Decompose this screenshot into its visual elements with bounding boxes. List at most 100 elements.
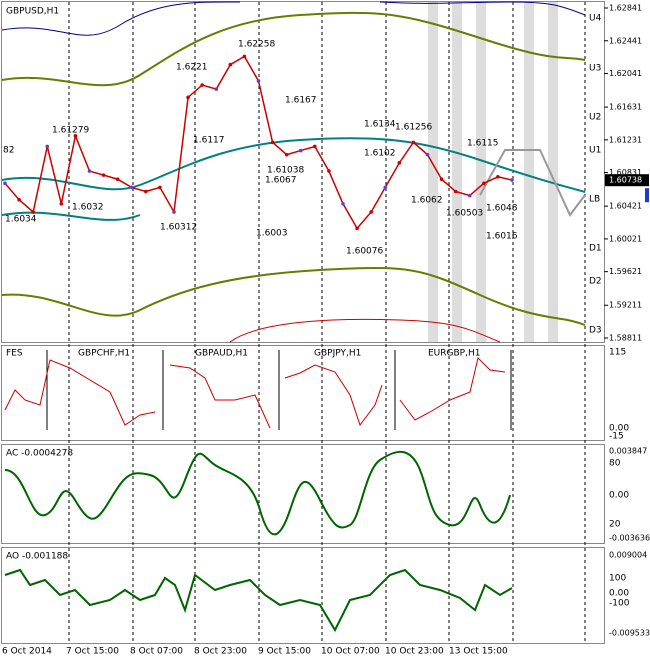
- annotation: 1.6003: [256, 229, 288, 239]
- main-pane: 1.62841 1.62441 1.62041 1.61631 1.61231 1.608…: [3, 4, 649, 343]
- price-point: [298, 148, 303, 153]
- annotation: 1.6016: [486, 232, 518, 242]
- frames: [1, 1, 605, 644]
- annotation: 1.6102: [364, 149, 396, 159]
- annotation: 1.6048: [486, 204, 518, 214]
- annotation: 1.6115: [467, 139, 499, 149]
- level-label: D2: [589, 277, 602, 287]
- price-point: [186, 95, 190, 100]
- time-label: 7 Oct 15:00: [66, 647, 119, 657]
- price-label: 1.62441: [609, 36, 642, 45]
- scale-label: 0.009004: [609, 551, 647, 560]
- projection: [479, 149, 586, 217]
- time-axis: 6 Oct 2014 7 Oct 15:00 8 Oct 07:00 8 Oct…: [2, 647, 508, 657]
- annotation: 1.61279: [52, 126, 89, 136]
- price-point: [3, 181, 7, 186]
- pane-title: GBPAUD,H1: [195, 349, 248, 359]
- symbols-pane: FES GBPCHF,H1 GBPAUD,H1 GBPJPY,H1 EURGBP…: [4, 348, 629, 442]
- level-label: U2: [589, 113, 601, 123]
- separators: [68, 2, 586, 643]
- time-label: 9 Oct 15:00: [258, 647, 311, 657]
- price-point: [256, 79, 261, 83]
- price-label: 1.61631: [609, 103, 642, 112]
- pane-title: AO -0.001188: [6, 552, 68, 562]
- level-label: U4: [589, 14, 602, 24]
- current-price-box: [605, 174, 649, 187]
- ac-line: [4, 450, 511, 536]
- annotation: 1.61038: [267, 166, 304, 176]
- scale-label: -100: [609, 599, 630, 609]
- price-point: [242, 54, 247, 59]
- price-point: [467, 193, 472, 198]
- scale-label: 0.00: [609, 424, 629, 434]
- price-label: 1.58811: [609, 334, 642, 343]
- annotation: 1.6117: [193, 136, 225, 146]
- price-label: 1.62041: [609, 69, 642, 78]
- ao-line: [4, 568, 513, 633]
- time-label: 6 Oct 2014: [2, 647, 52, 657]
- annotation: 1.6167: [285, 96, 317, 106]
- annotation: 1.60503: [446, 209, 483, 219]
- price-point: [510, 178, 514, 182]
- price-label: 1.60021: [609, 234, 642, 243]
- scale-label: 0.00: [609, 589, 629, 599]
- marker: [645, 188, 649, 203]
- annotation: 1.6221: [176, 63, 208, 73]
- price-point: [270, 140, 275, 145]
- scale-label: 100: [609, 574, 626, 584]
- scale-label: 20: [609, 520, 621, 530]
- scale-label: 0.003847: [609, 447, 647, 456]
- price-point: [45, 144, 50, 149]
- price-point: [327, 169, 331, 173]
- mini-chart: [284, 364, 383, 427]
- scale-label: -15: [609, 432, 624, 442]
- price-point: [313, 144, 317, 149]
- time-label: 8 Oct 07:00: [130, 647, 183, 657]
- pane-title: GBPJPY,H1: [314, 349, 361, 359]
- level-label: U1: [589, 146, 601, 156]
- annotation: 1.62258: [238, 40, 275, 50]
- price-point: [144, 189, 148, 194]
- annotation: 82: [3, 146, 14, 156]
- annotation: 1.6034: [5, 215, 37, 225]
- price-point: [200, 83, 204, 87]
- price-point: [369, 210, 373, 214]
- price-point: [397, 161, 402, 165]
- pane-title: GBPUSD,H1: [6, 7, 59, 17]
- price-point: [158, 185, 162, 190]
- price-point: [228, 62, 233, 67]
- pane-title: EURGBP,H1: [428, 349, 480, 359]
- price-point: [17, 197, 21, 202]
- pane-title: GBPCHF,H1: [78, 349, 130, 359]
- pane-title: AC -0.0004278: [6, 449, 73, 459]
- price-point: [453, 189, 458, 194]
- annotation: 1.60312: [160, 223, 197, 233]
- price-point: [341, 201, 345, 206]
- annotation: 1.6062: [411, 196, 443, 206]
- mini-chart: [169, 364, 271, 429]
- price-point: [31, 210, 35, 214]
- price-point: [482, 181, 486, 186]
- current-price: 1.60738: [609, 176, 642, 185]
- pane-title: FES: [6, 349, 23, 359]
- scale-label: 0.00: [609, 491, 629, 501]
- price-point: [172, 210, 176, 214]
- scale-label: -0.009533: [609, 629, 650, 638]
- ao-pane: AO -0.001188 0.009004 100 0.00 -100 -0.0…: [4, 551, 650, 638]
- mini-chart: [399, 357, 506, 421]
- price-point: [439, 177, 444, 182]
- price-point: [59, 201, 64, 206]
- price-label: 1.59621: [609, 267, 642, 276]
- mini-chart: [4, 359, 156, 426]
- time-label: 10 Oct 23:00: [385, 647, 444, 657]
- annotation: 1.6032: [72, 203, 104, 213]
- time-label: 8 Oct 23:00: [194, 647, 247, 657]
- level-label: D1: [589, 244, 602, 254]
- annotation: 1.61256: [395, 123, 432, 133]
- level-label: D3: [589, 326, 602, 336]
- price-point: [87, 169, 92, 173]
- price-point: [425, 152, 430, 157]
- annotation: 1.60076: [346, 247, 383, 257]
